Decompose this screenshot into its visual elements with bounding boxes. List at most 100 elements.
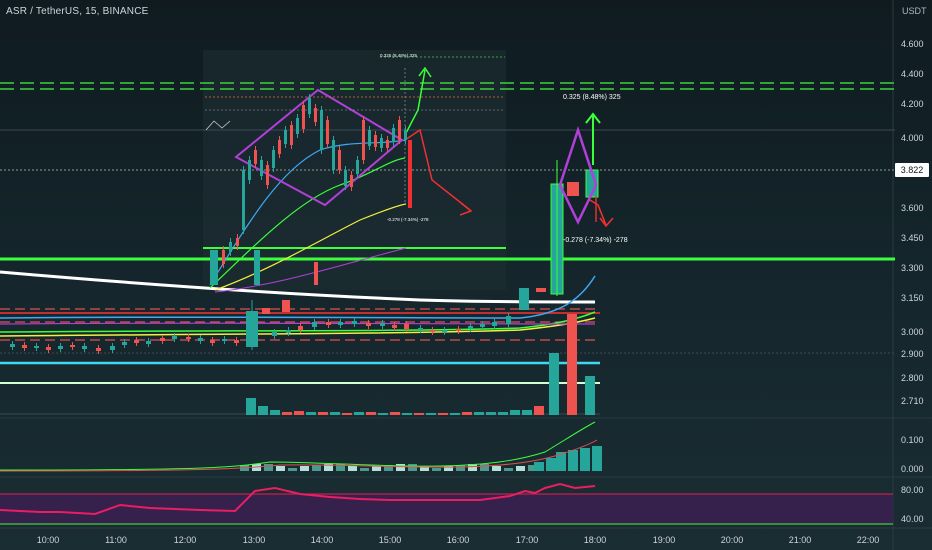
inset-candle — [260, 160, 263, 176]
current-price-tag: 3.822 — [895, 163, 929, 177]
indicator-bar — [348, 466, 357, 471]
price-tick-label: 2.800 — [901, 373, 924, 383]
indicator-bar — [556, 452, 566, 471]
indicator-bar — [468, 464, 477, 471]
rsi-pane — [0, 482, 893, 525]
price-candle — [380, 323, 385, 326]
volume-bar — [354, 412, 364, 415]
inset-candle — [254, 150, 257, 164]
projection-wedge — [558, 112, 614, 228]
volume-bar — [426, 413, 436, 415]
price-candle — [96, 348, 101, 351]
symbol-header[interactable]: ASR / TetherUS, 15, BINANCE — [6, 6, 149, 17]
inset-volume-bar — [254, 250, 260, 285]
inset-candle — [368, 130, 371, 146]
indicator-bar — [432, 468, 441, 471]
volume-bar — [549, 353, 559, 415]
price-candle — [110, 346, 115, 350]
price-tick-label: 2.710 — [901, 396, 924, 406]
indicator-bar — [324, 464, 333, 471]
price-candle — [492, 322, 497, 326]
indicator-bar — [288, 468, 297, 471]
price-candles — [10, 160, 599, 354]
inset-candle — [338, 150, 341, 170]
price-candle — [430, 330, 435, 332]
volume-bar — [342, 413, 352, 415]
volume-bar — [414, 413, 424, 415]
price-candle — [282, 300, 290, 312]
inset-candle — [242, 170, 245, 230]
indicator-bar — [546, 458, 556, 471]
time-tick-label: 12:00 — [173, 535, 197, 545]
price-candle — [442, 330, 447, 332]
price-candle — [326, 322, 331, 325]
inset-up-target-label: 0.325 (8.48%) 325 — [380, 53, 418, 58]
price-candle — [186, 337, 191, 339]
indicator-bar — [384, 465, 393, 471]
inset-candle — [284, 130, 287, 144]
up-target-label: 0.325 (8.48%) 325 — [563, 94, 621, 101]
inset-candle — [350, 175, 353, 187]
inset-candle — [380, 138, 383, 148]
volume-bar — [294, 411, 304, 415]
inset-candle — [229, 242, 232, 252]
volume-bar — [486, 412, 496, 415]
time-tick-label: 20:00 — [720, 535, 744, 545]
price-candle — [272, 332, 277, 336]
indicator-bar — [420, 466, 429, 471]
price-candle — [22, 345, 27, 348]
price-tick-label: 4.200 — [901, 99, 924, 109]
inset-volume-bar — [210, 250, 218, 285]
price-candle — [567, 182, 579, 196]
inset-candle — [290, 125, 293, 145]
price-candle — [298, 326, 303, 330]
volume-bar — [585, 376, 595, 415]
inset-candle — [392, 128, 395, 142]
inset-candle — [356, 160, 359, 174]
indicator-bar — [408, 464, 417, 471]
price-candle — [70, 345, 75, 347]
price-tick-label: 4.000 — [901, 133, 924, 143]
price-candle — [392, 325, 397, 328]
level-lines — [0, 82, 895, 415]
time-tick-label: 17:00 — [515, 535, 539, 545]
price-tick-label: 3.000 — [901, 327, 924, 337]
inset-candle — [408, 140, 412, 208]
price-candle — [456, 329, 461, 331]
price-candle — [404, 324, 409, 329]
price-candle — [34, 346, 39, 348]
currency-unit: USDT — [902, 6, 927, 16]
indicator-bar — [312, 465, 321, 471]
price-candle — [82, 346, 87, 349]
indicator-bar — [372, 466, 381, 471]
price-candle — [122, 342, 127, 345]
price-candle — [198, 338, 203, 341]
volume-bar — [258, 406, 268, 415]
time-tick-label: 18:00 — [583, 535, 607, 545]
price-candle — [536, 288, 546, 292]
time-tick-label: 16:00 — [446, 535, 470, 545]
price-candle — [262, 308, 270, 314]
price-candle — [352, 321, 357, 324]
rsi-tick-high: 80.00 — [901, 485, 924, 495]
price-candle — [222, 339, 227, 341]
volume-bar — [282, 412, 292, 415]
price-candle — [468, 326, 473, 329]
price-tick-label: 3.300 — [901, 263, 924, 273]
volume-bar — [510, 410, 520, 415]
price-candle — [146, 341, 151, 344]
inset-candle — [344, 170, 347, 186]
indicator-bar — [516, 466, 525, 471]
indicator1-tick-low: 0.000 — [901, 464, 924, 474]
indicator-bar — [336, 464, 345, 471]
price-tick-label: 4.600 — [901, 39, 924, 49]
indicator-bar — [396, 464, 405, 471]
volume-bar — [330, 412, 340, 415]
price-tick-label: 4.400 — [901, 69, 924, 79]
indicator-bar — [534, 462, 544, 471]
indicator-bar — [580, 448, 590, 471]
volume-bar — [390, 412, 400, 415]
